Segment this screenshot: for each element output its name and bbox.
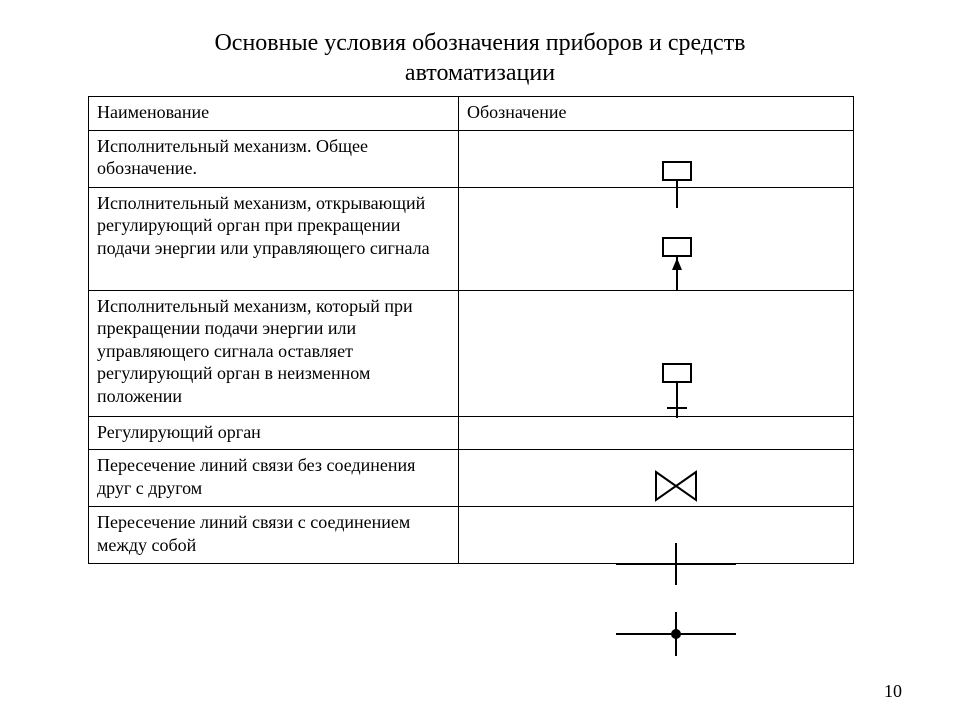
page-number: 10 xyxy=(884,681,902,702)
cell-name: Исполнительный механизм, который при пре… xyxy=(89,290,459,416)
cell-name: Пересечение линий связи с соединением ме… xyxy=(89,507,459,564)
cross-no-connect-icon xyxy=(611,540,741,588)
table-row: Регулирующий орган xyxy=(89,416,854,450)
cell-name: Исполнительный механизм, открывающий рег… xyxy=(89,187,459,290)
title-line-2: автоматизации xyxy=(405,60,555,86)
table-header-row: Наименование Обозначение xyxy=(89,97,854,131)
page: Основные условия обозначения приборов и … xyxy=(0,0,960,720)
actuator-hold-on-fail-icon xyxy=(647,362,707,422)
cell-name: Пересечение линий связи без соединения д… xyxy=(89,450,459,507)
table-row: Исполнительный механизм. Общее обозначен… xyxy=(89,130,854,187)
symbols-table: Наименование Обозначение Исполнительный … xyxy=(88,96,854,564)
title-line-1: Основные условия обозначения приборов и … xyxy=(214,30,745,56)
col-header-name: Наименование xyxy=(89,97,459,131)
table-row: Исполнительный механизм, открывающий рег… xyxy=(89,187,854,290)
col-header-symbol: Обозначение xyxy=(459,97,854,131)
table-row: Пересечение линий связи без соединения д… xyxy=(89,450,854,507)
regulating-element-icon xyxy=(636,466,716,506)
cross-connected-icon xyxy=(611,608,741,660)
actuator-open-on-fail-icon xyxy=(647,236,707,294)
cell-name: Регулирующий орган xyxy=(89,416,459,450)
table-row: Исполнительный механизм, который при пре… xyxy=(89,290,854,416)
page-title: Основные условия обозначения приборов и … xyxy=(0,28,960,88)
cell-name: Исполнительный механизм. Общее обозначен… xyxy=(89,130,459,187)
actuator-general-icon xyxy=(647,160,707,210)
